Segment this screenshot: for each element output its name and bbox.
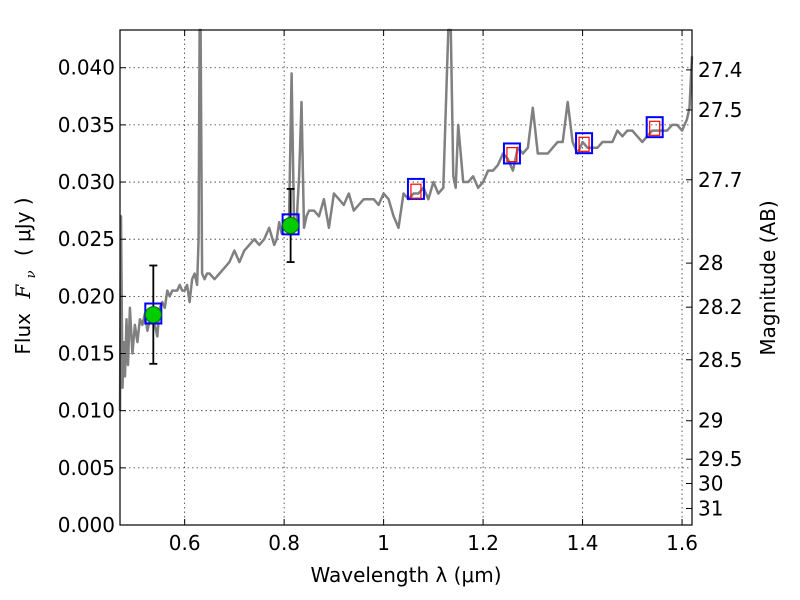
magnitude-tick-label: 29.5 <box>698 447 743 471</box>
magnitude-tick-label: 28.2 <box>698 295 743 319</box>
observed-photometry-point <box>144 306 162 324</box>
model-point-marker <box>649 120 661 136</box>
y-axis-label-unit: ( μJy ) <box>11 197 35 256</box>
y-tick-label: 0.035 <box>58 113 115 137</box>
magnitude-axis-label: Magnitude (AB) <box>756 200 780 355</box>
x-tick-label: 0.8 <box>268 531 300 555</box>
grid-layer <box>120 30 692 525</box>
model-photometry-square <box>406 177 425 200</box>
x-tick-label: 0.6 <box>169 531 201 555</box>
observed-photometry-point <box>282 216 300 234</box>
magnitude-tick-label: 28.5 <box>698 348 743 372</box>
y-tick-label: 0.010 <box>58 399 115 423</box>
y-tick-label: 0.015 <box>58 342 115 366</box>
y-tick-label: 0.000 <box>58 513 115 537</box>
x-tick-label: 1.2 <box>467 531 499 555</box>
magnitude-tick-label: 30 <box>698 471 723 495</box>
model-photometry-square <box>502 142 521 165</box>
y-tick-label: 0.030 <box>58 170 115 194</box>
magnitude-tick-label: 27.5 <box>698 98 743 122</box>
y-tick-label: 0.040 <box>58 56 115 80</box>
marker-layer <box>144 116 664 365</box>
model-photometry-square <box>645 116 664 139</box>
y-tick-label: 0.020 <box>58 284 115 308</box>
model-point-marker <box>506 147 518 163</box>
y-axis-label-prefix: Flux <box>11 313 35 355</box>
x-axis-label: Wavelength λ (μm) <box>310 563 501 587</box>
model-point-marker <box>578 136 590 152</box>
x-tick-label: 1 <box>377 531 390 555</box>
magnitude-tick-label: 27.7 <box>698 168 743 192</box>
model-point-marker <box>410 183 422 199</box>
tick-layer: 0.6 0.8 1 1.2 1.4 1.6 0.000 0.005 0.010 0.015 0.02… <box>58 30 743 555</box>
x-tick-label: 1.6 <box>666 531 698 555</box>
y-tick-label: 0.025 <box>58 227 115 251</box>
magnitude-tick-label: 31 <box>698 496 723 520</box>
y-axis-label-symbol: F <box>11 284 35 300</box>
magnitude-tick-label: 27.4 <box>698 58 743 82</box>
magnitude-tick-label: 28 <box>698 251 723 275</box>
y-tick-label: 0.005 <box>58 456 115 480</box>
model-photometry-square <box>575 132 594 155</box>
plot-frame <box>119 29 693 526</box>
y-axis-label-subscript: ν <box>24 270 39 278</box>
magnitude-tick-label: 29 <box>698 409 723 433</box>
y-axis-label: Flux F ν ( μJy ) <box>11 197 40 354</box>
x-tick-label: 1.4 <box>567 531 599 555</box>
